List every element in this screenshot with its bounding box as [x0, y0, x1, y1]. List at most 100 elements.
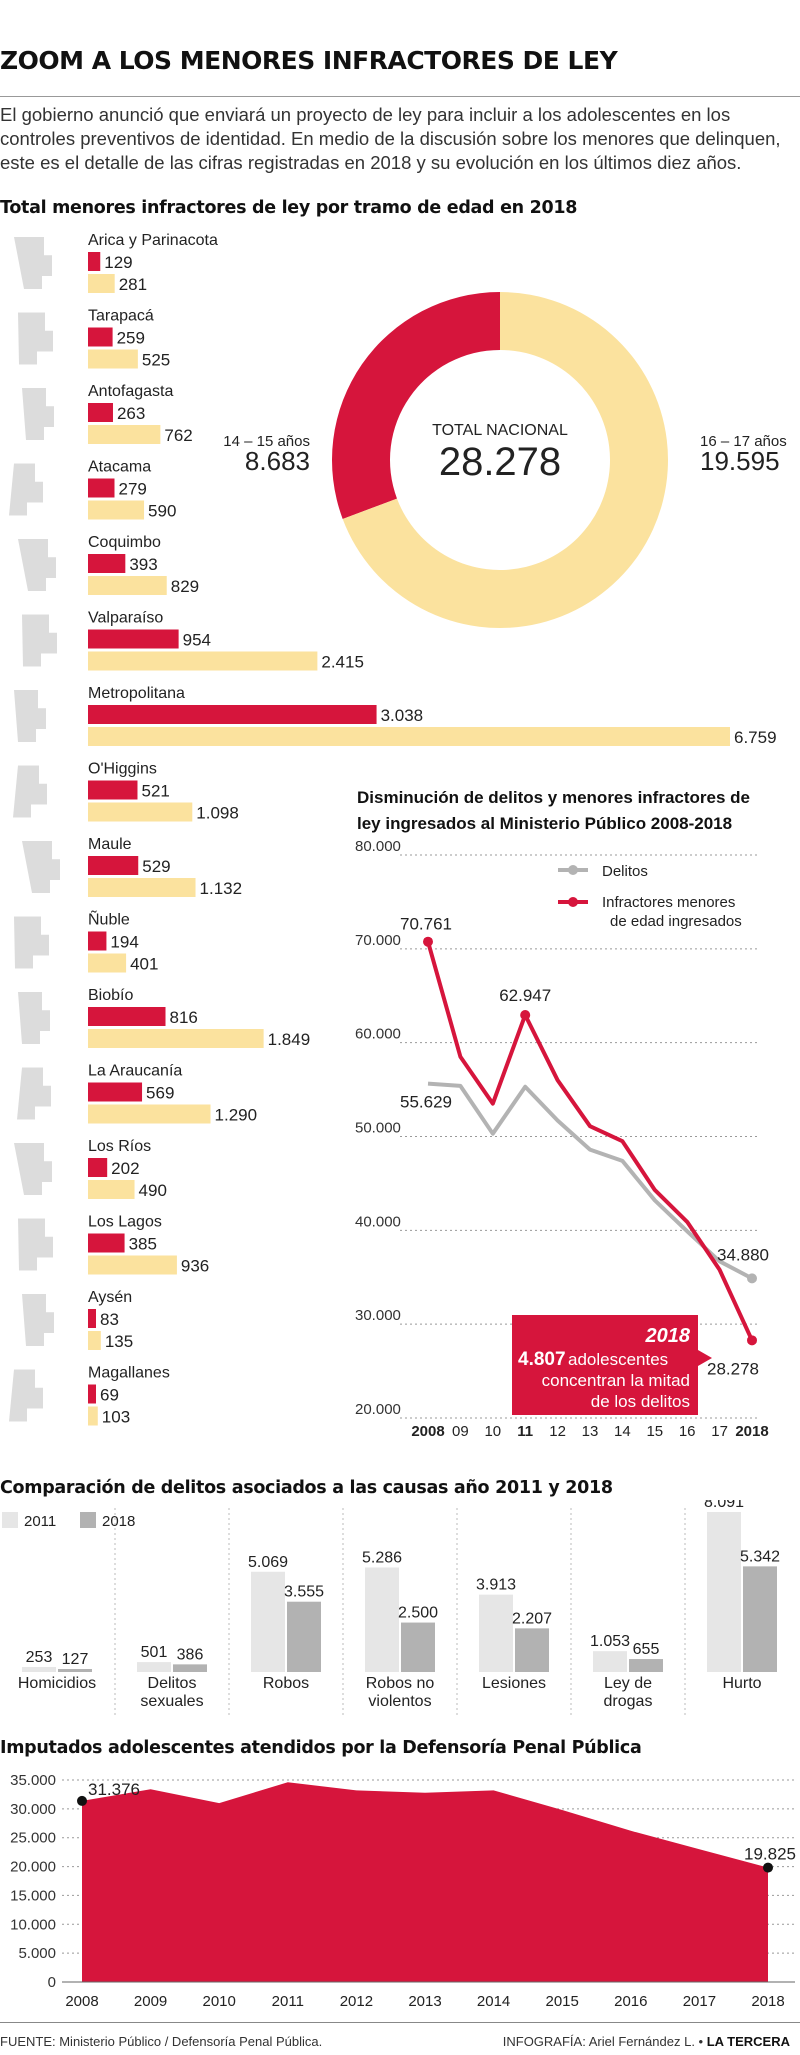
region-map-icon: [22, 1294, 54, 1346]
bar-14-15: [88, 252, 101, 271]
trend-x-tick: 2008: [411, 1423, 444, 1440]
comparison-bar-2018: [401, 1622, 435, 1672]
donut-slice-14-15: [332, 292, 500, 519]
region-name: Valparaíso: [88, 610, 163, 627]
region-name: Magallanes: [88, 1365, 170, 1382]
comparison-bar-2011: [251, 1571, 285, 1672]
area-y-tick: 5.000: [18, 1945, 56, 1962]
bar-14-15: [88, 629, 179, 649]
comparison-label-2018: 386: [177, 1646, 204, 1663]
footer-credit: INFOGRAFÍA: Ariel Fernández L. • LA TERC…: [503, 2034, 790, 2049]
bar-14-15: [88, 1384, 96, 1404]
legend-2018-swatch: [80, 1512, 96, 1528]
comparison-label-2011: 501: [141, 1644, 168, 1661]
infractores-2011-point: [520, 1010, 531, 1021]
area-y-tick: 20.000: [10, 1859, 56, 1876]
region-map-icon: [9, 463, 43, 516]
bar-label-16-17: 401: [130, 955, 158, 974]
comparison-category: Robos no: [366, 1675, 435, 1692]
comparison-bar-2018: [743, 1566, 777, 1672]
area-y-tick: 15.000: [10, 1887, 56, 1904]
bar-14-15: [88, 931, 107, 951]
delitos-first-label: 55.629: [400, 1093, 452, 1112]
area-x-tick: 2018: [751, 1993, 784, 2010]
legend-delitos-label: Delitos: [602, 863, 648, 880]
area-x-tick: 2010: [203, 1993, 236, 2010]
trend-title-line1: Disminución de delitos y menores infract…: [357, 788, 750, 807]
callout-text3: de los delitos: [591, 1392, 690, 1411]
bar-label-16-17: 1.290: [215, 1106, 258, 1125]
comparison-label-2018: 2.500: [398, 1605, 438, 1622]
callout-text2: concentran la mitad: [542, 1371, 690, 1390]
bar-14-15: [88, 1082, 143, 1102]
infr-first-label: 70.761: [400, 915, 452, 934]
area-x-tick: 2015: [546, 1993, 579, 2010]
regions-section-title: Total menores infractores de ley por tra…: [0, 198, 578, 218]
infr-last-label: 28.278: [707, 1359, 759, 1378]
bar-14-15: [88, 478, 115, 498]
region-map-icon: [13, 765, 47, 818]
bar-16-17: [88, 425, 161, 444]
region-map-icon: [9, 1369, 43, 1422]
trend-x-tick: 13: [582, 1423, 599, 1440]
bar-16-17: [88, 727, 730, 746]
bar-label-16-17: 525: [142, 351, 170, 370]
region-name: Atacama: [88, 459, 151, 476]
area-x-tick: 2011: [272, 1993, 304, 2010]
comparison-label-2018: 5.342: [740, 1548, 780, 1565]
comparison-category: Robos: [263, 1675, 309, 1692]
bar-14-15: [88, 1309, 96, 1328]
trend-x-tick: 12: [549, 1423, 566, 1440]
donut-value-14-15: 8.683: [245, 446, 310, 476]
comparison-bar-2018: [58, 1669, 92, 1672]
callout-pointer: [698, 1350, 712, 1366]
comparison-label-2018: 127: [62, 1651, 89, 1668]
bar-label-16-17: 1.132: [200, 879, 243, 898]
trend-y-tick: 40.000: [355, 1213, 401, 1230]
regions-chart: Arica y Parinacota 129 281 Tarapacá 259 525 An…: [9, 232, 777, 1427]
comparison-category: drogas: [604, 1693, 653, 1710]
donut-label-14-15: 14 – 15 años: [223, 433, 310, 450]
bar-16-17: [88, 1104, 211, 1124]
trend-x-tick: 14: [614, 1423, 631, 1440]
bar-label-16-17: 829: [171, 577, 199, 596]
trend-chart: Disminución de delitos y menores infract…: [355, 788, 769, 1440]
comparison-label-2018: 2.207: [512, 1610, 552, 1627]
area-x-tick: 2012: [340, 1993, 373, 2010]
title-rule: [0, 96, 800, 97]
delitos-end-point: [747, 1273, 757, 1284]
trend-y-tick: 20.000: [355, 1401, 401, 1418]
bar-14-15: [88, 554, 126, 573]
bar-label-16-17: 135: [105, 1332, 133, 1351]
page-title: ZOOM A LOS MENORES INFRACTORES DE LEY: [0, 46, 618, 75]
footer-source: FUENTE: Ministerio Público / Defensoría …: [0, 2034, 323, 2049]
comparison-chart: 2011 2018 253 127 Homicidios 501 386 Delitossex…: [2, 1500, 780, 1715]
trend-x-tick: 11: [517, 1423, 533, 1440]
bar-14-15: [88, 1158, 108, 1177]
region-map-icon: [22, 614, 57, 667]
comparison-label-2011: 8.091: [704, 1500, 744, 1511]
area-x-tick: 2013: [408, 1993, 441, 2010]
bar-label-14-15: 3.038: [381, 706, 424, 725]
area-first-label: 31.376: [88, 1780, 140, 1799]
comparison-bar-2011: [479, 1594, 513, 1672]
trend-x-tick: 17: [711, 1423, 728, 1440]
bar-16-17: [88, 802, 193, 822]
donut-center-label: TOTAL NACIONAL: [432, 422, 568, 439]
bar-label-14-15: 393: [129, 555, 157, 574]
delitos-last-label: 34.880: [717, 1245, 769, 1264]
comparison-label-2011: 3.913: [476, 1577, 516, 1594]
bar-label-14-15: 385: [129, 1235, 157, 1254]
bar-14-15: [88, 1007, 166, 1026]
bar-label-14-15: 69: [100, 1386, 119, 1405]
area-y-tick: 30.000: [10, 1801, 56, 1818]
area-last-point: [763, 1862, 773, 1873]
area-first-point: [77, 1795, 87, 1806]
bar-label-16-17: 490: [139, 1181, 167, 1200]
region-map-icon: [18, 312, 53, 365]
comparison-bar-2018: [515, 1628, 549, 1672]
region-name: Ñuble: [88, 909, 130, 929]
trend-x-tick: 16: [679, 1423, 696, 1440]
infr-2011-label: 62.947: [499, 986, 551, 1005]
